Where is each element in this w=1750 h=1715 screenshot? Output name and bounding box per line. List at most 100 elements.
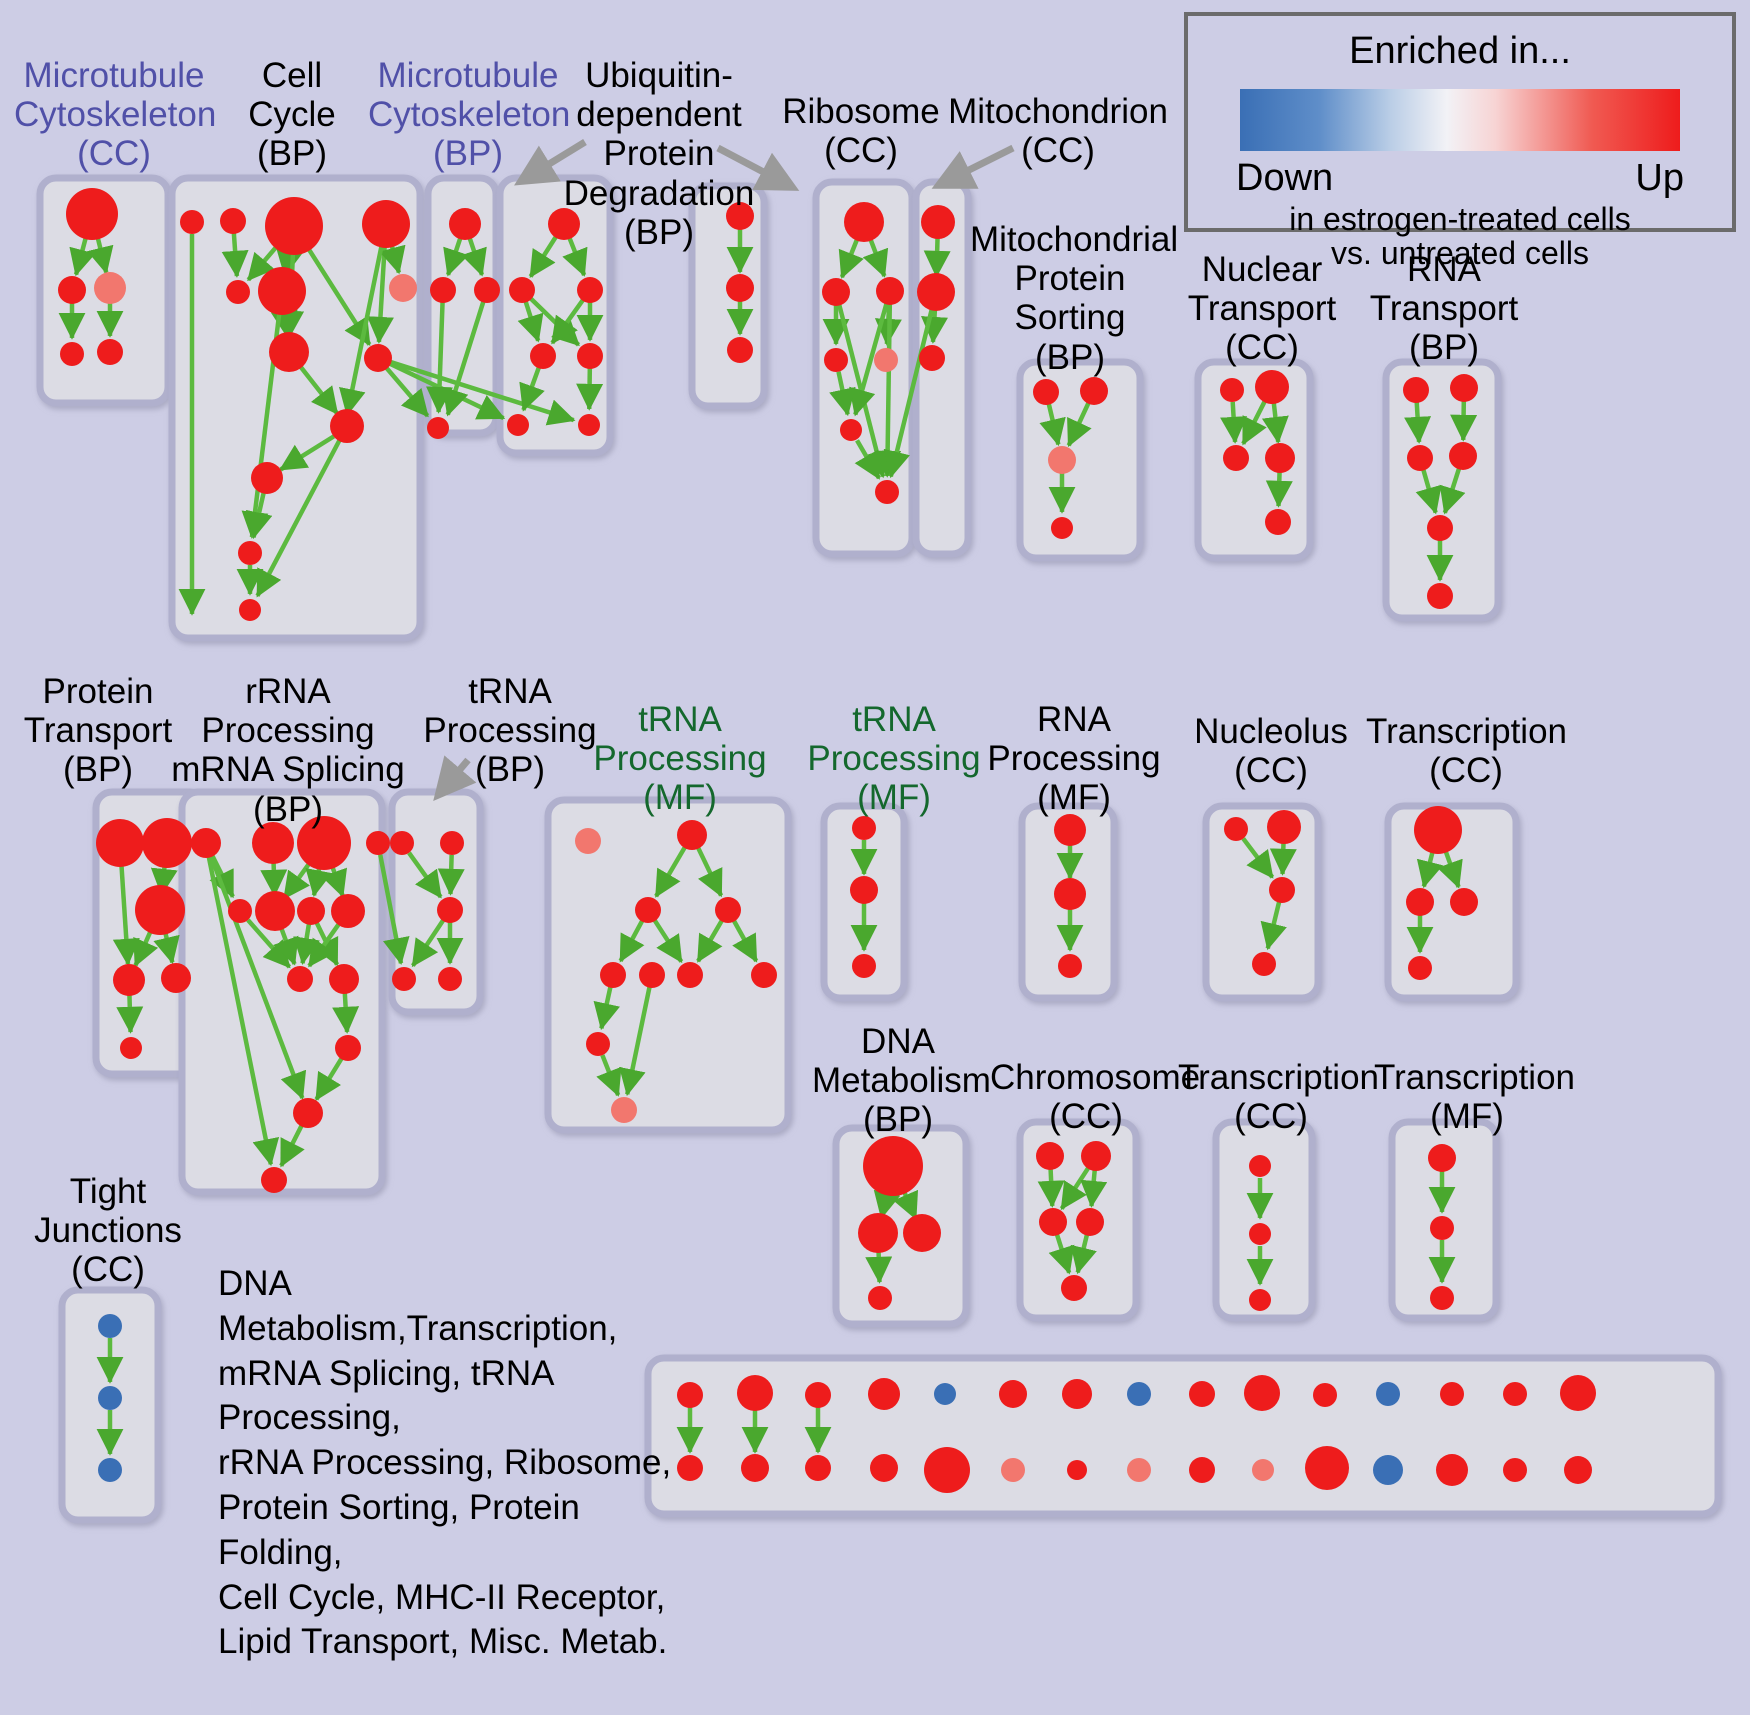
gene-node-cell-cycle[interactable] [265, 197, 323, 255]
gene-node-bottom-wide[interactable] [1305, 1446, 1349, 1490]
gene-node-chromosome[interactable] [1039, 1208, 1067, 1236]
gene-node-bottom-wide[interactable] [677, 1455, 703, 1481]
gene-node-rrna-mrna[interactable] [297, 897, 325, 925]
gene-node-cell-cycle[interactable] [269, 332, 309, 372]
gene-node-trna-bp[interactable] [440, 831, 464, 855]
gene-node-bottom-wide[interactable] [1440, 1382, 1464, 1406]
gene-node-cell-cycle[interactable] [220, 208, 246, 234]
gene-node-protein-transport[interactable] [96, 819, 144, 867]
gene-node-bottom-wide[interactable] [1244, 1375, 1280, 1411]
gene-node-microtubule-bp[interactable] [509, 277, 535, 303]
gene-node-microtubule-cc[interactable] [97, 339, 123, 365]
gene-node-bottom-wide[interactable] [924, 1447, 970, 1493]
gene-node-rna-transport[interactable] [1407, 445, 1433, 471]
gene-node-rrna-mrna[interactable] [366, 831, 390, 855]
gene-node-rrna-mrna[interactable] [228, 899, 252, 923]
gene-node-nucleolus[interactable] [1269, 877, 1295, 903]
gene-node-nucleolus[interactable] [1267, 810, 1301, 844]
gene-node-bottom-wide[interactable] [805, 1455, 831, 1481]
gene-node-bottom-wide[interactable] [1503, 1458, 1527, 1482]
gene-node-rna-transport[interactable] [1427, 515, 1453, 541]
gene-node-rrna-mrna[interactable] [191, 828, 221, 858]
gene-node-rrna-mrna[interactable] [335, 1035, 361, 1061]
gene-node-ubiquitin[interactable] [726, 274, 754, 302]
gene-node-trna-bp[interactable] [437, 897, 463, 923]
gene-node-bottom-wide[interactable] [870, 1454, 898, 1482]
gene-node-transcription-mf[interactable] [1430, 1216, 1454, 1240]
gene-node-transcription-cc-top[interactable] [1414, 806, 1462, 854]
gene-node-bottom-wide[interactable] [1436, 1454, 1468, 1486]
gene-node-trna-mf-2[interactable] [850, 876, 878, 904]
gene-node-bottom-wide[interactable] [1062, 1379, 1092, 1409]
gene-node-microtubule-cc[interactable] [94, 272, 126, 304]
gene-node-ribosome[interactable] [876, 277, 904, 305]
gene-node-mito-sorting[interactable] [1033, 379, 1059, 405]
gene-node-bottom-wide[interactable] [741, 1454, 769, 1482]
gene-node-microtubule-cc[interactable] [66, 188, 118, 240]
gene-node-bottom-wide[interactable] [1252, 1459, 1274, 1481]
gene-node-dna-metabolism[interactable] [903, 1214, 941, 1252]
gene-node-dna-metabolism[interactable] [868, 1286, 892, 1310]
gene-node-microtubule-bp[interactable] [427, 417, 449, 439]
gene-node-nuclear-transport[interactable] [1265, 509, 1291, 535]
gene-node-nuclear-transport[interactable] [1265, 443, 1295, 473]
gene-node-cell-cycle[interactable] [180, 210, 204, 234]
gene-node-bottom-wide[interactable] [1564, 1456, 1592, 1484]
gene-node-trna-mf-1[interactable] [751, 962, 777, 988]
gene-node-bottom-wide[interactable] [868, 1378, 900, 1410]
gene-node-dna-metabolism[interactable] [863, 1136, 923, 1196]
gene-node-ubiquitin[interactable] [727, 337, 753, 363]
gene-node-rrna-mrna[interactable] [293, 1098, 323, 1128]
gene-node-ribosome[interactable] [844, 202, 884, 242]
gene-node-transcription-cc-bottom[interactable] [1249, 1155, 1271, 1177]
gene-node-cell-cycle[interactable] [239, 599, 261, 621]
gene-node-rna-transport[interactable] [1403, 377, 1429, 403]
gene-node-trna-mf-1[interactable] [611, 1097, 637, 1123]
gene-node-mito-sorting[interactable] [1051, 517, 1073, 539]
gene-node-microtubule-bp[interactable] [430, 277, 456, 303]
gene-node-ribosome[interactable] [840, 419, 862, 441]
gene-node-mitochondrion[interactable] [917, 273, 955, 311]
gene-node-microtubule-bp[interactable] [578, 414, 600, 436]
gene-node-transcription-cc-top[interactable] [1406, 888, 1434, 916]
gene-node-mitochondrion[interactable] [921, 205, 955, 239]
gene-node-ribosome[interactable] [822, 278, 850, 306]
gene-node-bottom-wide[interactable] [1560, 1375, 1596, 1411]
gene-node-bottom-wide[interactable] [1001, 1458, 1025, 1482]
gene-node-trna-bp[interactable] [392, 967, 416, 991]
gene-node-rrna-mrna[interactable] [329, 964, 359, 994]
gene-node-cell-cycle[interactable] [251, 462, 283, 494]
gene-node-trna-mf-1[interactable] [677, 962, 703, 988]
gene-node-bottom-wide[interactable] [1376, 1382, 1400, 1406]
gene-node-bottom-wide[interactable] [737, 1375, 773, 1411]
gene-node-bottom-wide[interactable] [1189, 1457, 1215, 1483]
gene-node-rna-transport[interactable] [1449, 442, 1477, 470]
gene-node-trna-mf-2[interactable] [852, 954, 876, 978]
gene-node-mitochondrion[interactable] [919, 345, 945, 371]
gene-node-bottom-wide[interactable] [1067, 1460, 1087, 1480]
gene-node-rrna-mrna[interactable] [255, 891, 295, 931]
gene-node-trna-mf-1[interactable] [600, 962, 626, 988]
gene-node-microtubule-bp[interactable] [449, 208, 481, 240]
gene-node-trna-mf-1[interactable] [677, 820, 707, 850]
gene-node-bottom-wide[interactable] [1313, 1383, 1337, 1407]
gene-node-microtubule-cc[interactable] [60, 342, 84, 366]
gene-node-rna-transport[interactable] [1427, 583, 1453, 609]
gene-node-mito-sorting[interactable] [1080, 377, 1108, 405]
gene-node-dna-metabolism[interactable] [858, 1213, 898, 1253]
gene-node-trna-mf-1[interactable] [575, 828, 601, 854]
gene-node-nucleolus[interactable] [1252, 952, 1276, 976]
gene-node-cell-cycle[interactable] [226, 280, 250, 304]
gene-node-cell-cycle[interactable] [238, 541, 262, 565]
gene-node-cell-cycle[interactable] [258, 267, 306, 315]
gene-node-bottom-wide[interactable] [677, 1382, 703, 1408]
gene-node-microtubule-bp[interactable] [507, 414, 529, 436]
gene-node-microtubule-cc[interactable] [58, 276, 86, 304]
gene-node-bottom-wide[interactable] [1373, 1455, 1403, 1485]
gene-node-bottom-wide[interactable] [1127, 1382, 1151, 1406]
gene-node-rna-transport[interactable] [1450, 374, 1478, 402]
gene-node-bottom-wide[interactable] [1127, 1458, 1151, 1482]
gene-node-chromosome[interactable] [1081, 1141, 1111, 1171]
gene-node-transcription-cc-top[interactable] [1450, 888, 1478, 916]
gene-node-nucleolus[interactable] [1224, 817, 1248, 841]
